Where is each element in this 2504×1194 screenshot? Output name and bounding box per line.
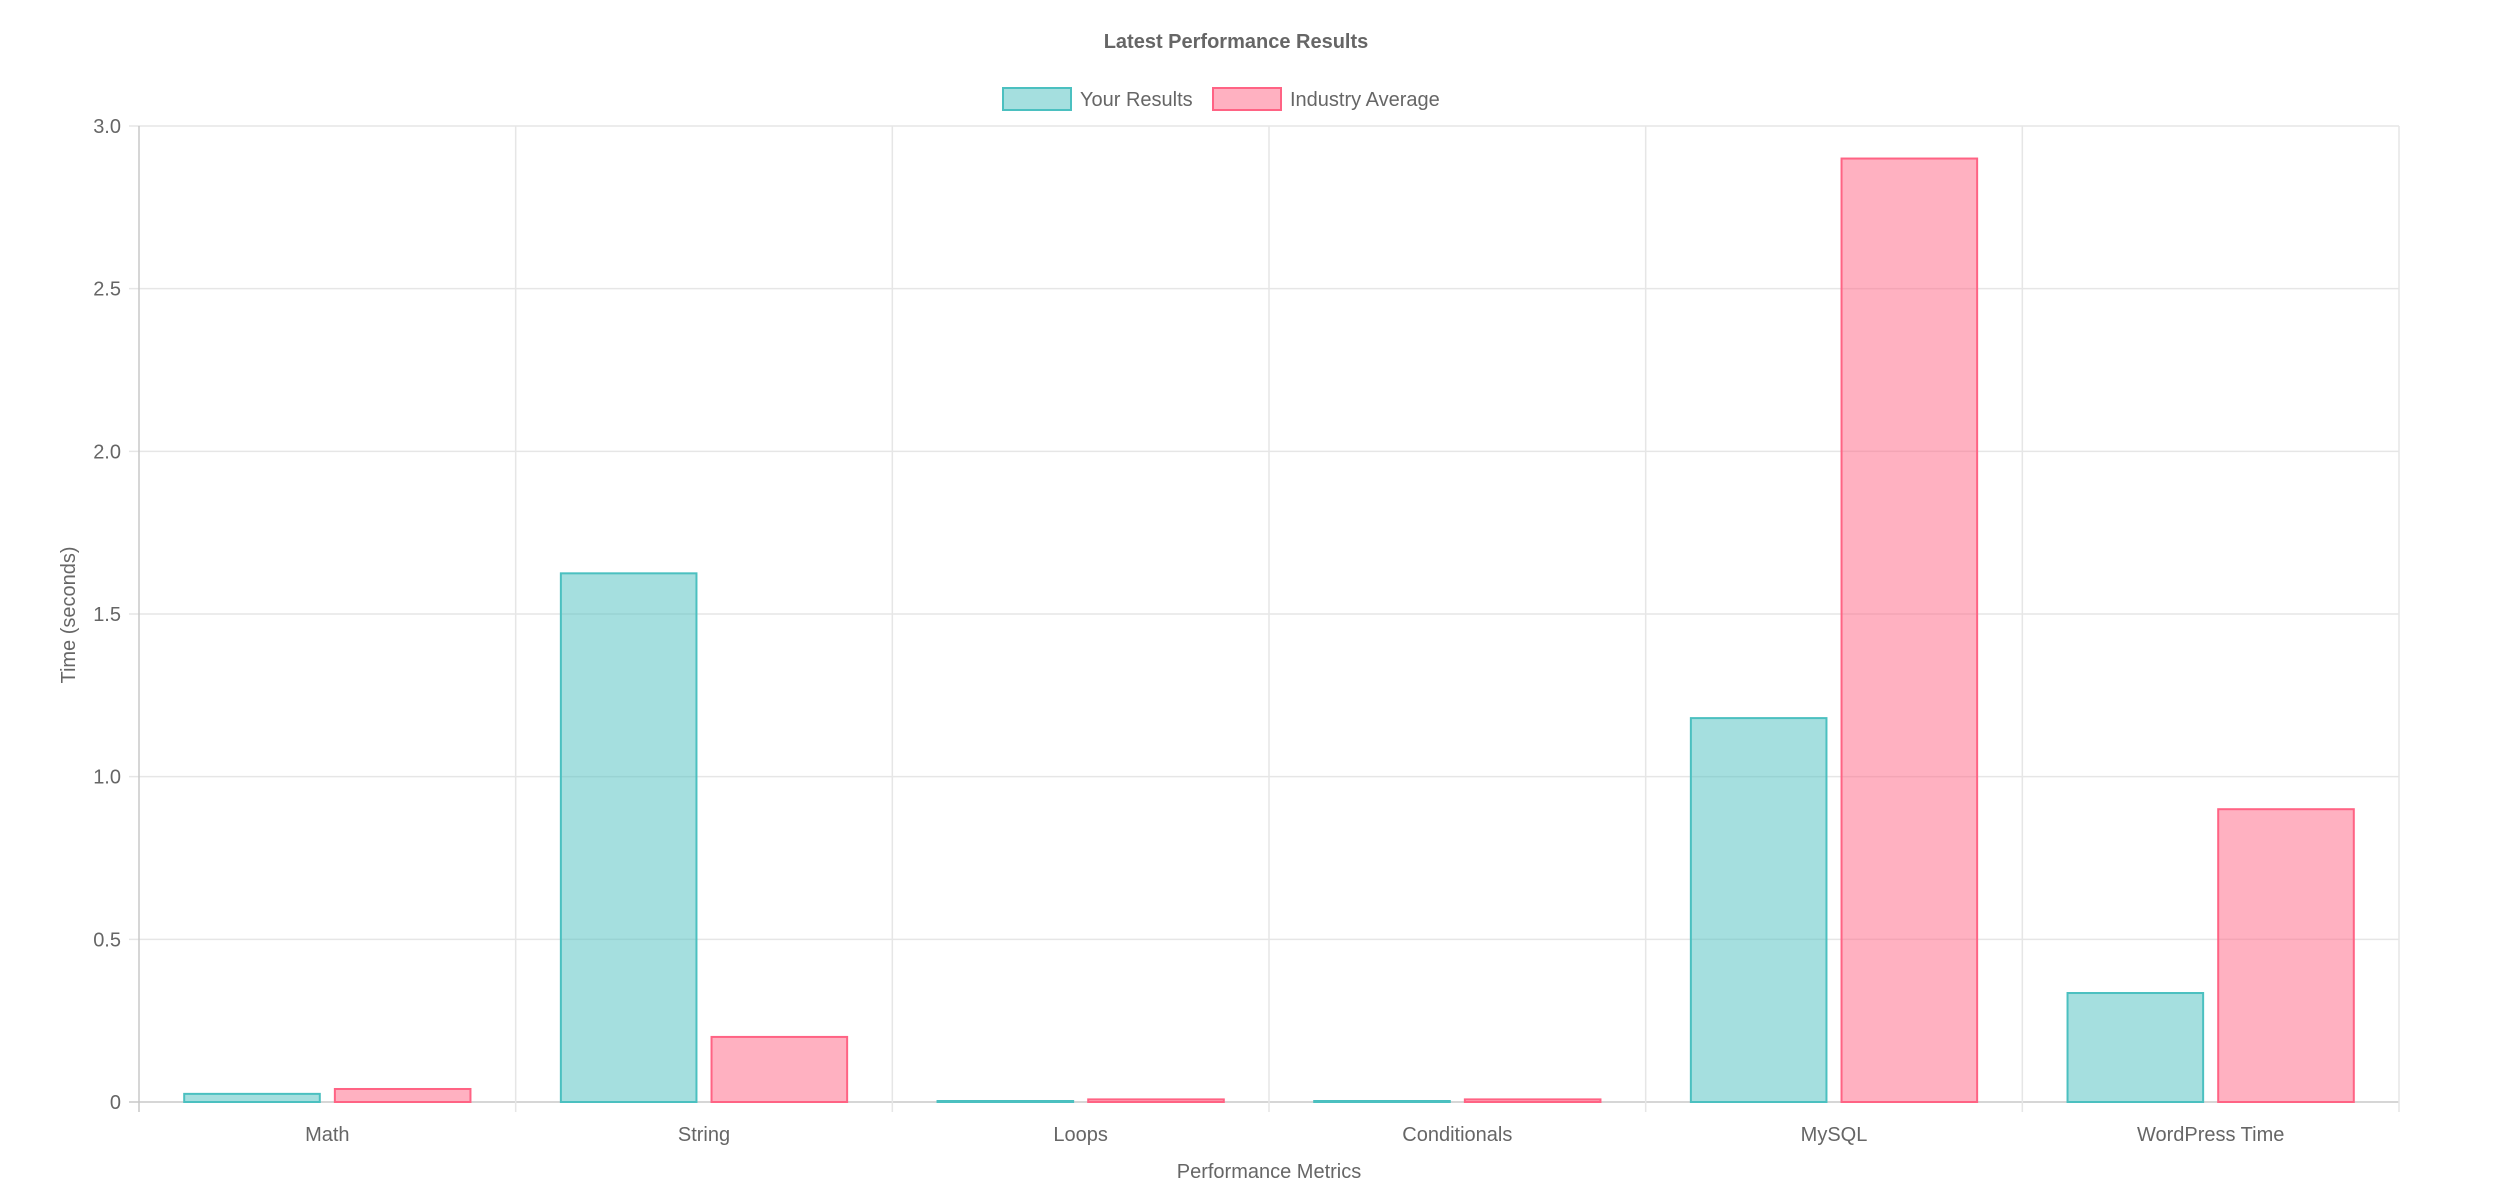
bar-your-results xyxy=(936,1100,1075,1103)
x-axis-ticks: Math String Loops Conditionals MySQL WordPres… xyxy=(305,1124,2284,1146)
legend-swatch-your-results xyxy=(1002,87,1072,111)
legend-swatch-industry-average xyxy=(1212,87,1282,111)
x-tick-label: Conditionals xyxy=(1402,1124,1512,1146)
legend-label-industry-average: Industry Average xyxy=(1290,89,1440,111)
y-axis-ticks: 0 0.5 1.0 1.5 2.0 2.5 3.0 xyxy=(93,116,121,1114)
chart-title: Latest Performance Results xyxy=(1104,31,1369,53)
x-tick-label: String xyxy=(678,1124,730,1146)
bar-your-results xyxy=(1313,1100,1451,1103)
y-tick-label: 2.0 xyxy=(93,441,121,463)
legend-item-your-results[interactable]: Your Results xyxy=(1002,87,1193,111)
y-tick-label: 0 xyxy=(110,1092,121,1114)
bar-your-results xyxy=(1689,717,1828,1104)
y-tick-label: 3.0 xyxy=(93,116,121,138)
x-tick-label: WordPress Time xyxy=(2137,1124,2284,1146)
y-tick-label: 0.5 xyxy=(93,929,121,951)
x-tick-label: Loops xyxy=(1053,1124,1108,1146)
bar-industry-average xyxy=(1463,1098,1602,1104)
grid-lines xyxy=(129,125,2400,1112)
bar-industry-average xyxy=(1087,1098,1225,1104)
bar-industry-average xyxy=(710,1035,849,1104)
legend: Your Results Industry Average xyxy=(1002,87,1440,111)
bar-your-results xyxy=(559,572,698,1103)
x-axis-label: Performance Metrics xyxy=(1177,1161,1362,1183)
y-tick-label: 2.5 xyxy=(93,279,121,301)
y-tick-label: 1.5 xyxy=(93,604,121,626)
x-tick-label: Math xyxy=(305,1124,349,1146)
bar-industry-average xyxy=(333,1087,472,1104)
bar-your-results xyxy=(2066,992,2205,1103)
bar-industry-average xyxy=(1840,157,1979,1104)
y-tick-label: 1.0 xyxy=(93,767,121,789)
y-axis-label: Time (seconds) xyxy=(58,546,80,683)
legend-label-your-results: Your Results xyxy=(1080,89,1193,111)
bars xyxy=(183,157,2355,1104)
x-tick-label: MySQL xyxy=(1801,1124,1868,1146)
bar-industry-average xyxy=(2217,808,2355,1103)
bar-your-results xyxy=(183,1092,321,1104)
legend-item-industry-average[interactable]: Industry Average xyxy=(1212,87,1440,111)
